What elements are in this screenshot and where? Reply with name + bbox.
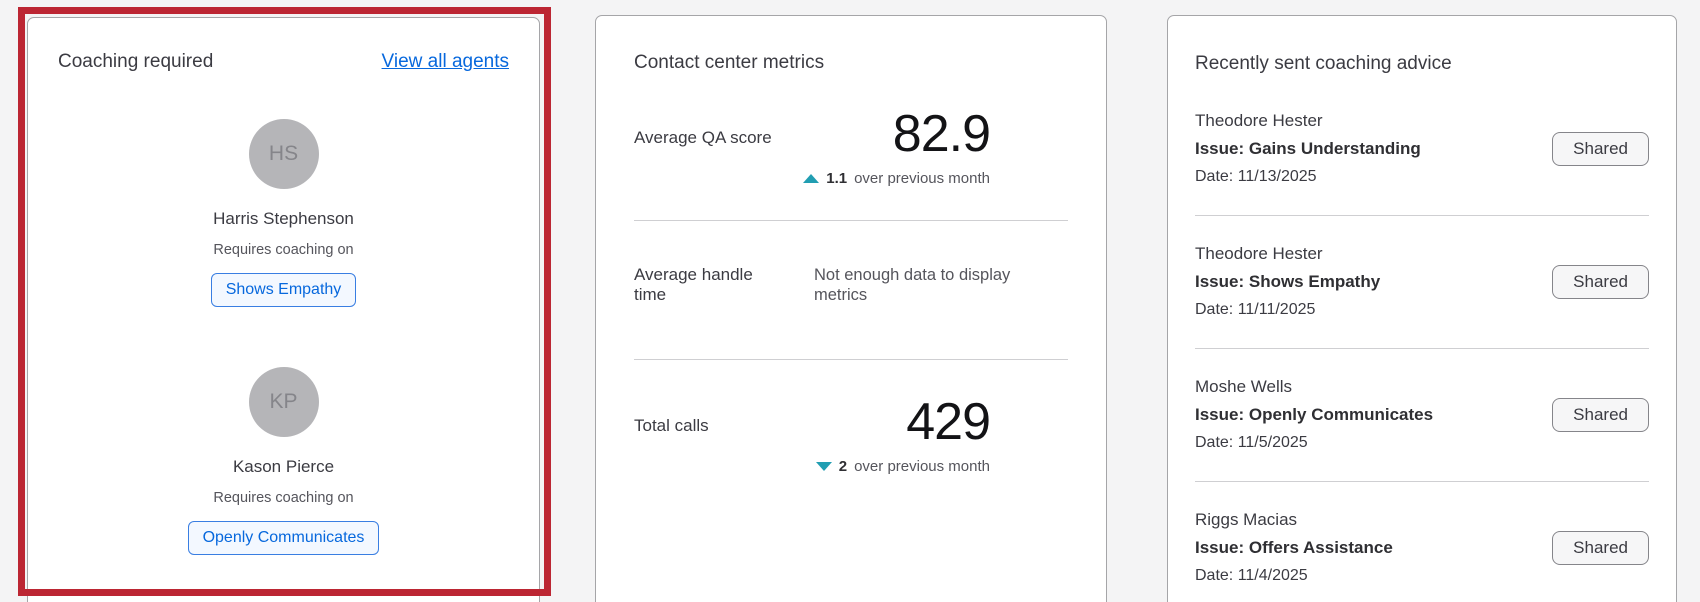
advice-item: Theodore Hester Issue: Gains Understandi… xyxy=(1195,83,1649,215)
metric-empty-message: Not enough data to display metrics xyxy=(814,266,1011,304)
delta-value: 2 xyxy=(838,458,848,475)
coaching-topic-button[interactable]: Shows Empathy xyxy=(210,273,357,307)
advice-agent-name: Moshe Wells xyxy=(1195,377,1292,396)
shared-status-button[interactable]: Shared xyxy=(1552,398,1649,432)
metric-row-average-qa-score: Average QA score 82.9 1.1 over previous … xyxy=(634,108,1068,187)
advice-date: Date: 11/13/2025 xyxy=(1195,168,1317,185)
agent-item: HS Harris Stephenson Requires coaching o… xyxy=(28,119,539,307)
advice-agent-name: Theodore Hester xyxy=(1195,111,1323,130)
advice-item-text: Riggs Macias Issue: Offers Assistance Da… xyxy=(1195,506,1393,590)
contact-center-metrics-card: Contact center metrics Average QA score … xyxy=(595,15,1107,602)
metric-label: Average QA score xyxy=(634,128,772,147)
metric-value-column: 429 2 over previous month xyxy=(774,396,1068,475)
advice-item: Moshe Wells Issue: Openly Communicates D… xyxy=(1195,349,1649,481)
agent-item: KP Kason Pierce Requires coaching on Ope… xyxy=(28,367,539,555)
metric-label: Average handle time xyxy=(634,265,753,304)
advice-card-title: Recently sent coaching advice xyxy=(1195,53,1452,74)
metric-value: 429 xyxy=(906,393,991,451)
avatar-initials: HS xyxy=(268,142,299,165)
advice-card-body: Recently sent coaching advice Theodore H… xyxy=(1168,16,1676,602)
metric-delta: 1.1 over previous month xyxy=(774,170,990,187)
metric-value-column: 82.9 1.1 over previous month xyxy=(774,108,1068,187)
metric-row-average-handle-time: Average handle time Not enough data to d… xyxy=(634,265,1068,305)
coaching-card-title: Coaching required xyxy=(58,51,214,72)
advice-date: Date: 11/5/2025 xyxy=(1195,434,1308,451)
advice-item: Theodore Hester Issue: Shows Empathy Dat… xyxy=(1195,216,1649,348)
agent-name: Kason Pierce xyxy=(232,457,335,476)
delta-value: 1.1 xyxy=(826,170,848,187)
metric-row-total-calls: Total calls 429 2 over previous month xyxy=(634,396,1068,475)
coaching-required-card: Coaching required View all agents HS Har… xyxy=(27,17,540,602)
metric-value: 82.9 xyxy=(892,105,991,163)
metric-delta: 2 over previous month xyxy=(774,458,990,475)
advice-item-text: Theodore Hester Issue: Shows Empathy Dat… xyxy=(1195,240,1380,324)
divider xyxy=(1195,348,1649,349)
divider xyxy=(1195,215,1649,216)
advice-agent-name: Theodore Hester xyxy=(1195,244,1323,263)
avatar-initials: KP xyxy=(269,390,298,413)
agent-caption: Requires coaching on xyxy=(213,242,354,258)
advice-date: Date: 11/11/2025 xyxy=(1195,301,1316,318)
agent-caption: Requires coaching on xyxy=(213,490,354,506)
metrics-card-body: Contact center metrics Average QA score … xyxy=(596,16,1106,475)
recent-coaching-advice-card: Recently sent coaching advice Theodore H… xyxy=(1167,15,1677,602)
advice-issue: Issue: Openly Communicates xyxy=(1195,405,1434,424)
metrics-card-title: Contact center metrics xyxy=(634,52,825,73)
delta-suffix: over previous month xyxy=(854,170,990,187)
advice-item-text: Theodore Hester Issue: Gains Understandi… xyxy=(1195,107,1421,191)
divider xyxy=(1195,481,1649,482)
trend-down-icon xyxy=(815,462,832,471)
view-all-agents-link[interactable]: View all agents xyxy=(381,51,509,72)
agent-name: Harris Stephenson xyxy=(213,209,354,228)
advice-issue: Issue: Gains Understanding xyxy=(1195,139,1421,158)
advice-issue: Issue: Offers Assistance xyxy=(1195,538,1393,557)
shared-status-button[interactable]: Shared xyxy=(1552,265,1649,299)
coaching-card-header: Coaching required View all agents xyxy=(28,18,539,73)
avatar: KP xyxy=(248,367,319,437)
avatar: HS xyxy=(248,119,319,189)
advice-date: Date: 11/4/2025 xyxy=(1195,567,1308,584)
coaching-topic-button[interactable]: Openly Communicates xyxy=(187,521,380,555)
shared-status-button[interactable]: Shared xyxy=(1552,132,1649,166)
divider xyxy=(634,359,1068,360)
advice-agent-name: Riggs Macias xyxy=(1195,510,1298,529)
advice-item-text: Moshe Wells Issue: Openly Communicates D… xyxy=(1195,373,1433,457)
metric-label: Total calls xyxy=(634,416,709,435)
trend-up-icon xyxy=(803,174,820,183)
advice-issue: Issue: Shows Empathy xyxy=(1195,272,1381,291)
shared-status-button[interactable]: Shared xyxy=(1552,531,1649,565)
delta-suffix: over previous month xyxy=(854,458,990,475)
advice-item: Riggs Macias Issue: Offers Assistance Da… xyxy=(1195,482,1649,602)
divider xyxy=(634,220,1068,221)
